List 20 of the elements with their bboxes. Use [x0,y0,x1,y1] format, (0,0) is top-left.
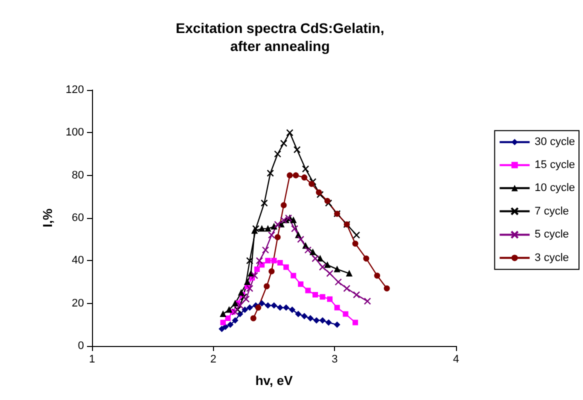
y-tick-label: 60 [72,212,84,224]
y-tick-label: 120 [66,84,84,96]
y-tick-label: 40 [72,254,84,267]
x-tick-label: 1 [88,354,96,366]
x-axis-title: hv, eV [255,373,293,388]
x-tick-label: 4 [452,354,460,366]
legend-label: 7 cycle [534,205,569,218]
y-tick-label: 80 [72,169,84,182]
x-tick-label: 3 [332,354,338,366]
legend-label: 30 cycle [534,136,576,148]
x-tick-label: 2 [210,354,216,366]
y-axis-title: I,% [40,208,55,228]
chart-title: Excitation spectra CdS:Gelatin, after annealing [176,20,384,54]
legend-label: 3 cycle [534,252,569,264]
legend-label: 10 cycle [534,182,576,194]
legend-label: 15 cycle [534,159,576,172]
y-tick-label: 100 [66,126,84,139]
y-tick-label: 0 [78,340,84,352]
legend-label: 5 cycle [534,228,569,241]
y-tick-label: 20 [72,297,84,310]
